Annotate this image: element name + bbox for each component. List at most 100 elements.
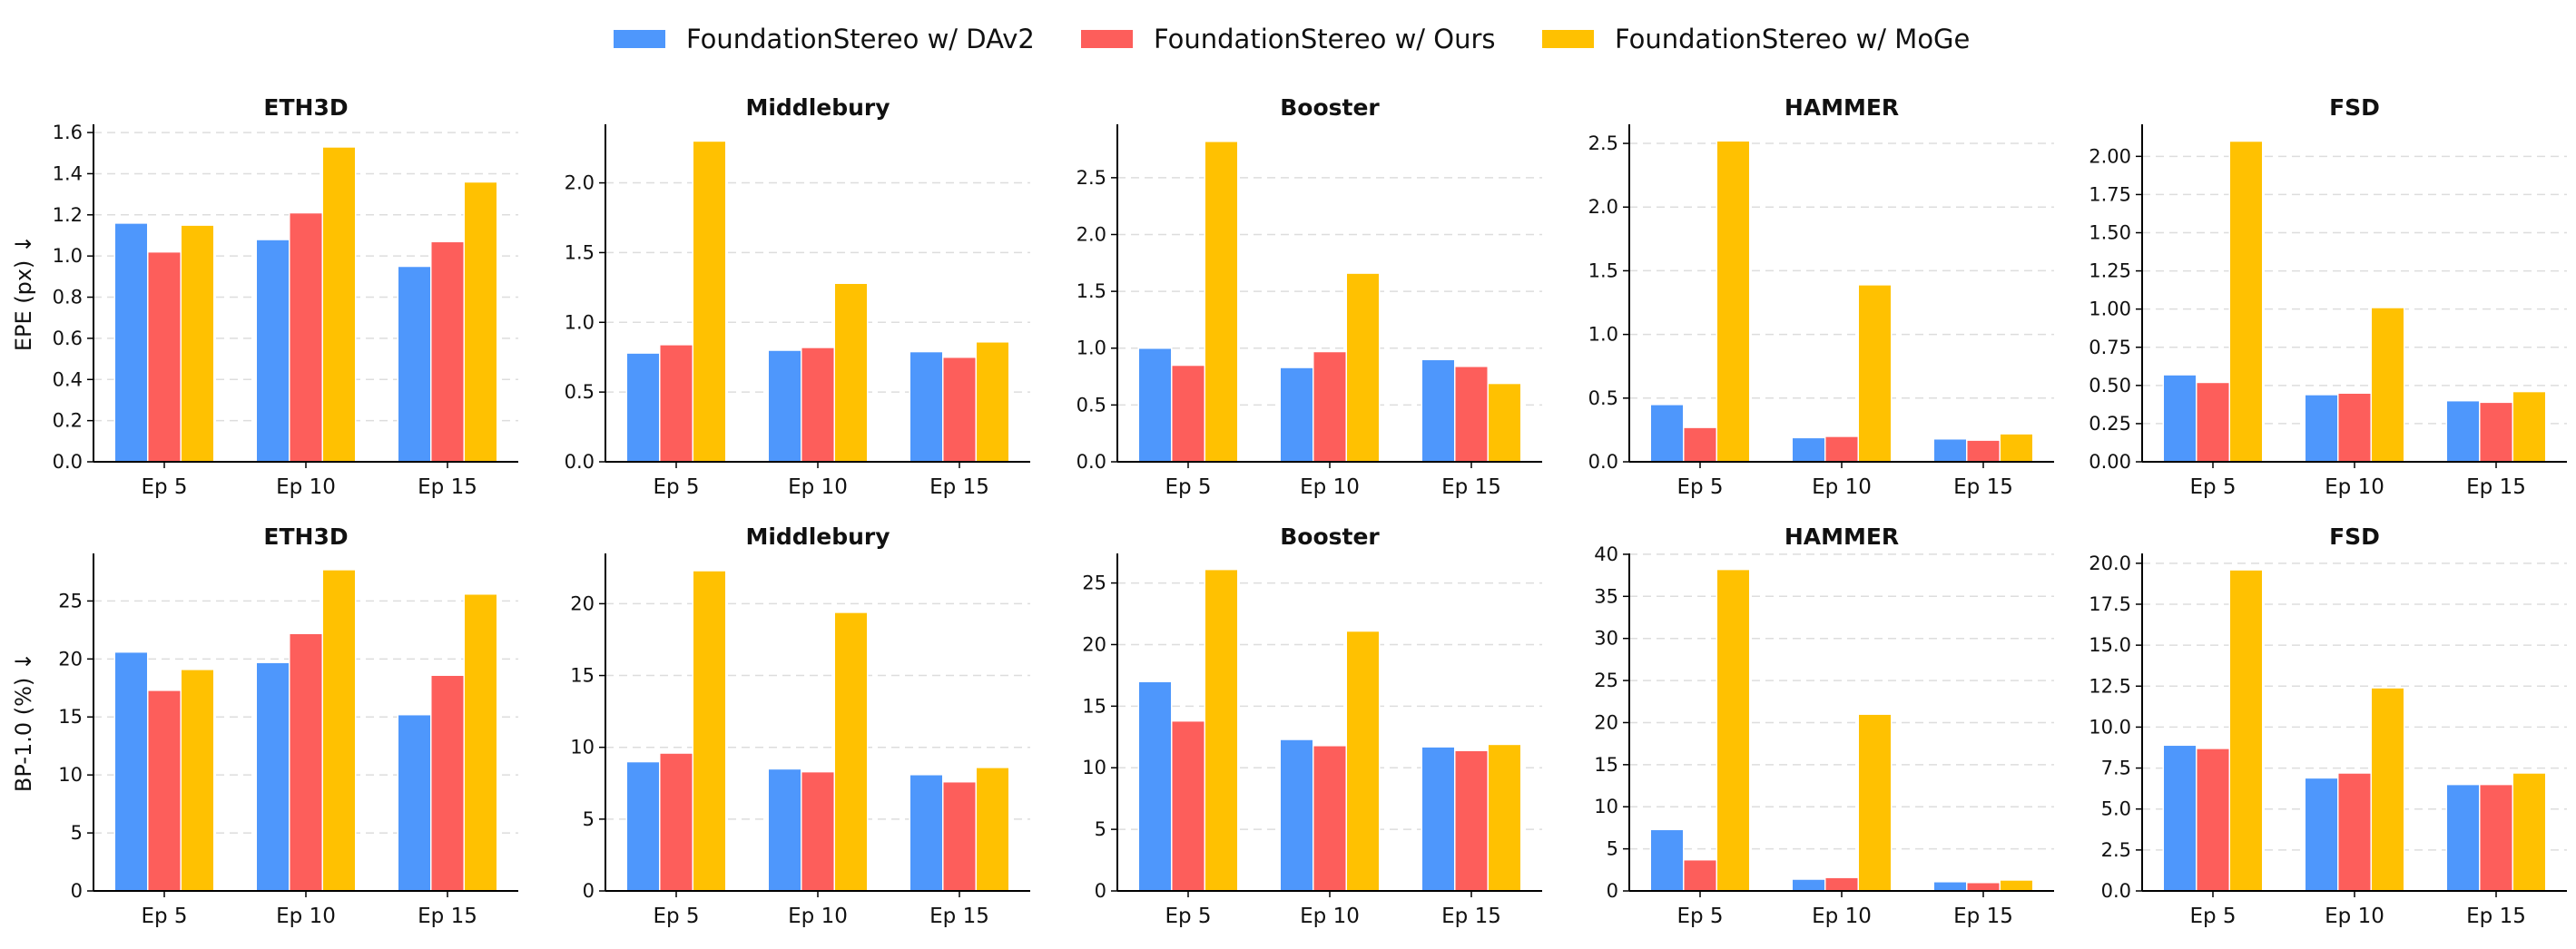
bar-ep-10-series-2 <box>2337 392 2372 463</box>
y-tick-label: 1.00 <box>2089 298 2131 320</box>
bar-ep-5-series-2 <box>1683 426 1717 463</box>
y-tick-label: 2.5 <box>2101 839 2131 861</box>
bar-ep-5-series-3 <box>1204 568 1239 892</box>
y-tick-label: 10.0 <box>2089 716 2131 738</box>
bar-ep-15-series-2 <box>1454 749 1489 892</box>
bar-ep-10-series-3 <box>2370 687 2405 892</box>
y-tick-label: 0.0 <box>565 451 595 473</box>
row-ylabel-1: EPE (px) ↓ <box>11 235 36 351</box>
bar-ep-15-series-2 <box>2479 783 2513 892</box>
bar-ep-5-series-1 <box>2162 744 2197 892</box>
panel-middlebury-row2: Middlebury 0 5 10 15 20 Ep 5 Ep 10 Ep 15 <box>570 523 1030 928</box>
y-tick-label: 5.0 <box>2101 798 2131 820</box>
bar-ep-5-series-2 <box>147 250 182 463</box>
y-tick-label: 0.0 <box>53 451 83 473</box>
bar-ep-5-series-1 <box>2162 374 2197 463</box>
bar-ep-15-series-1 <box>1932 437 1968 463</box>
bar-ep-5-series-2 <box>2196 748 2230 892</box>
bar-ep-15-series-3 <box>2512 772 2547 892</box>
panel-title: ETH3D <box>263 523 348 550</box>
bar-ep-15-series-2 <box>1454 366 1489 463</box>
panel-booster-row1: Booster 0.0 0.5 1.0 1.5 2.0 2.5 Ep 5 Ep 10 Ep 15 <box>1077 94 1542 499</box>
x-tick-label: Ep 10 <box>2325 475 2384 499</box>
legend-item-2: FoundationStereo w/ Ours <box>1081 24 1496 54</box>
x-tick-label: Ep 10 <box>1812 475 1872 499</box>
panel-hammer-row1: HAMMER 0.0 0.5 1.0 1.5 2.0 2.5 Ep 5 Ep 10 Ep 15 <box>1588 94 2054 499</box>
bar-ep-10-series-3 <box>1857 284 1893 463</box>
y-tick-label: 15 <box>58 706 83 728</box>
bar-ep-15-series-1 <box>909 774 944 892</box>
y-tick-label: 1.0 <box>1588 324 1618 346</box>
bar-ep-10-series-2 <box>1313 350 1347 463</box>
y-tick-label: 5 <box>71 822 83 844</box>
x-tick-label: Ep 5 <box>2189 475 2236 499</box>
y-tick-label: 20 <box>570 592 595 614</box>
y-tick-label: 17.5 <box>2089 593 2131 615</box>
bar-ep-10-series-2 <box>2337 772 2372 892</box>
bar-ep-5-series-1 <box>1649 828 1685 892</box>
legend-swatch <box>1542 30 1594 48</box>
panel-hammer-row2: HAMMER 0 5 10 15 20 25 30 35 40 Ep 5 Ep 10 Ep 15 <box>1594 523 2054 928</box>
y-tick-label: 1.25 <box>2089 260 2131 282</box>
bar-ep-15-series-2 <box>2479 401 2513 463</box>
x-tick-label: Ep 10 <box>276 475 336 499</box>
bar-ep-15-series-3 <box>463 592 498 892</box>
x-tick-label: Ep 15 <box>418 905 477 928</box>
bar-ep-10-series-1 <box>1791 436 1826 463</box>
panel-title: Booster <box>1280 94 1380 121</box>
bar-ep-5-series-2 <box>1683 858 1717 892</box>
legend-swatch <box>1081 30 1133 48</box>
panels: ETH3D 0.0 0.2 0.4 0.6 0.8 1.0 1.2 1.4 1.6 Ep 5 Ep 1… <box>53 94 2567 928</box>
y-tick-label: 0.25 <box>2089 413 2131 435</box>
y-tick-label: 15 <box>570 665 595 687</box>
panel-title: HAMMER <box>1785 94 1899 121</box>
y-tick-label: 40 <box>1594 543 1618 565</box>
bar-ep-15-series-1 <box>909 350 944 463</box>
legend-label: FoundationStereo w/ DAv2 <box>686 24 1035 54</box>
bar-ep-5-series-1 <box>1137 347 1173 463</box>
y-tick-label: 25 <box>1594 670 1618 691</box>
bar-ep-15-series-1 <box>1932 881 1968 892</box>
x-tick-label: Ep 5 <box>141 905 187 928</box>
bar-ep-5-series-1 <box>1137 680 1173 892</box>
bar-ep-10-series-1 <box>767 349 802 463</box>
bar-ep-5-series-3 <box>1716 140 1751 463</box>
bar-ep-5-series-3 <box>180 224 215 463</box>
y-tick-label: 1.0 <box>1077 338 1106 359</box>
bar-ep-5-series-1 <box>113 651 149 892</box>
bar-ep-10-series-2 <box>289 632 323 892</box>
bar-ep-5-series-3 <box>180 669 215 892</box>
bar-ep-15-series-1 <box>1421 358 1456 463</box>
y-tick-label: 15 <box>1082 695 1106 717</box>
y-tick-label: 7.5 <box>2101 758 2131 779</box>
x-tick-label: Ep 10 <box>276 905 336 928</box>
y-tick-label: 2.5 <box>1077 167 1106 189</box>
bar-ep-5-series-3 <box>1716 568 1751 892</box>
x-tick-label: Ep 15 <box>2466 905 2526 928</box>
y-tick-label: 20 <box>58 648 83 670</box>
legend-item-3: FoundationStereo w/ MoGe <box>1542 24 1970 54</box>
panel-title: FSD <box>2329 94 2380 121</box>
bar-ep-10-series-3 <box>833 282 869 463</box>
bar-ep-10-series-2 <box>801 770 835 892</box>
y-tick-label: 12.5 <box>2089 675 2131 697</box>
bar-ep-10-series-2 <box>1824 876 1859 892</box>
legend-item-1: FoundationStereo w/ DAv2 <box>614 24 1035 54</box>
bar-ep-15-series-3 <box>975 767 1010 892</box>
bar-ep-5-series-3 <box>1204 141 1239 463</box>
bar-ep-10-series-2 <box>1313 745 1347 892</box>
bar-ep-5-series-3 <box>692 570 727 892</box>
y-tick-label: 30 <box>1594 628 1618 650</box>
y-tick-label: 0.6 <box>53 328 83 349</box>
y-tick-label: 0.0 <box>1077 451 1106 473</box>
bar-ep-5-series-1 <box>1649 404 1685 463</box>
x-tick-label: Ep 10 <box>1300 475 1360 499</box>
row-ylabel-2: BP-1.0 (%) ↓ <box>11 652 36 792</box>
legend: FoundationStereo w/ DAv2 FoundationStereo… <box>614 24 1970 54</box>
y-tick-label: 2.0 <box>1077 223 1106 245</box>
y-tick-label: 0 <box>1095 880 1106 902</box>
y-tick-label: 1.2 <box>53 204 83 226</box>
bar-ep-15-series-1 <box>397 265 432 463</box>
bar-ep-10-series-1 <box>255 661 290 892</box>
